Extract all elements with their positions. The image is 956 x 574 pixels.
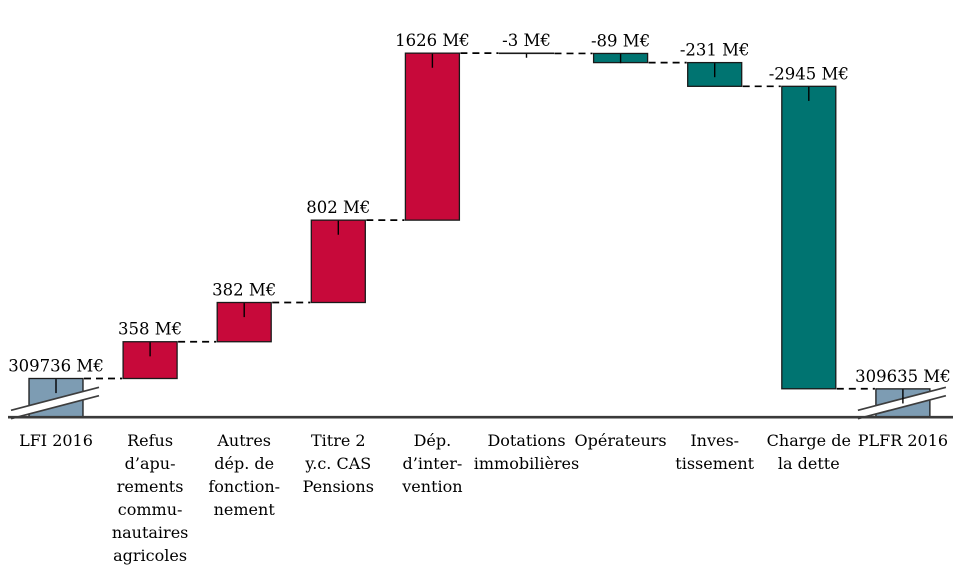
category-label-line: commu- xyxy=(118,500,183,519)
category-label-autres-dep-fonct: Autres dép. de fonction-nement xyxy=(208,431,280,519)
category-label-line: Dotations xyxy=(487,431,565,450)
category-label-line: vention xyxy=(401,477,462,496)
value-label-investissement: -231 M€ xyxy=(680,41,750,60)
category-label-line: Opérateurs xyxy=(575,431,667,450)
category-label-line: LFI 2016 xyxy=(19,431,93,450)
category-label-line: Pensions xyxy=(303,477,374,496)
bar-titre-2-cas-pensions xyxy=(310,219,366,304)
category-label-operateurs: Opérateurs xyxy=(575,431,667,450)
value-label-autres-dep-fonct: 382 M€ xyxy=(212,281,276,300)
category-label-line: dép. de xyxy=(214,454,274,473)
axis-break-mark xyxy=(10,386,100,420)
category-label-investissement: Inves-tissement xyxy=(675,431,754,473)
axis-break-mark xyxy=(856,386,947,420)
category-label-line: rements xyxy=(117,477,184,496)
value-label-operateurs: -89 M€ xyxy=(591,31,650,50)
category-label-line: la dette xyxy=(778,454,840,473)
category-label-plfr-2016: PLFR 2016 xyxy=(858,431,948,450)
bar-dep-intervention xyxy=(404,52,461,221)
category-label-line: Inves- xyxy=(690,431,739,450)
category-label-line: agricoles xyxy=(113,546,187,565)
value-label-dep-intervention: 1626 M€ xyxy=(395,31,470,50)
category-label-line: Refus xyxy=(127,431,173,450)
value-label-plfr-2016: 309635 M€ xyxy=(855,367,951,386)
bar-charge-de-la-dette xyxy=(781,85,837,390)
category-label-line: d’inter- xyxy=(403,454,463,473)
value-label-refus-apurements: 358 M€ xyxy=(118,320,182,339)
category-label-refus-apurements: Refus d’apu-rements commu-nautaires agricol… xyxy=(112,431,189,565)
category-label-line: d’apu- xyxy=(125,454,176,473)
value-label-lfi-2016: 309736 M€ xyxy=(8,357,104,376)
category-label-line: Charge de xyxy=(767,431,851,450)
category-label-titre-2-cas-pensions: Titre 2 y.c. CAS Pensions xyxy=(303,431,374,496)
category-label-charge-de-la-dette: Charge de la dette xyxy=(767,431,851,473)
value-label-titre-2-cas-pensions: 802 M€ xyxy=(306,198,370,217)
category-label-line: nautaires xyxy=(112,523,189,542)
category-label-line: fonction- xyxy=(208,477,280,496)
category-label-line: immobilières xyxy=(474,454,579,473)
category-label-line: Autres xyxy=(216,431,271,450)
category-label-line: y.c. CAS xyxy=(304,454,371,473)
category-label-line: tissement xyxy=(675,454,754,473)
category-label-dep-intervention: Dép. d’inter-vention xyxy=(401,431,462,496)
category-label-dotations-immobilieres: Dotations immobilières xyxy=(474,431,579,473)
value-label-dotations-immobilieres: -3 M€ xyxy=(502,31,551,50)
value-label-charge-de-la-dette: -2945 M€ xyxy=(769,64,849,83)
category-label-line: PLFR 2016 xyxy=(858,431,948,450)
category-label-lfi-2016: LFI 2016 xyxy=(19,431,93,450)
category-label-line: Dép. xyxy=(414,431,452,450)
category-label-line: nement xyxy=(214,500,276,519)
category-label-line: Titre 2 xyxy=(311,431,366,450)
